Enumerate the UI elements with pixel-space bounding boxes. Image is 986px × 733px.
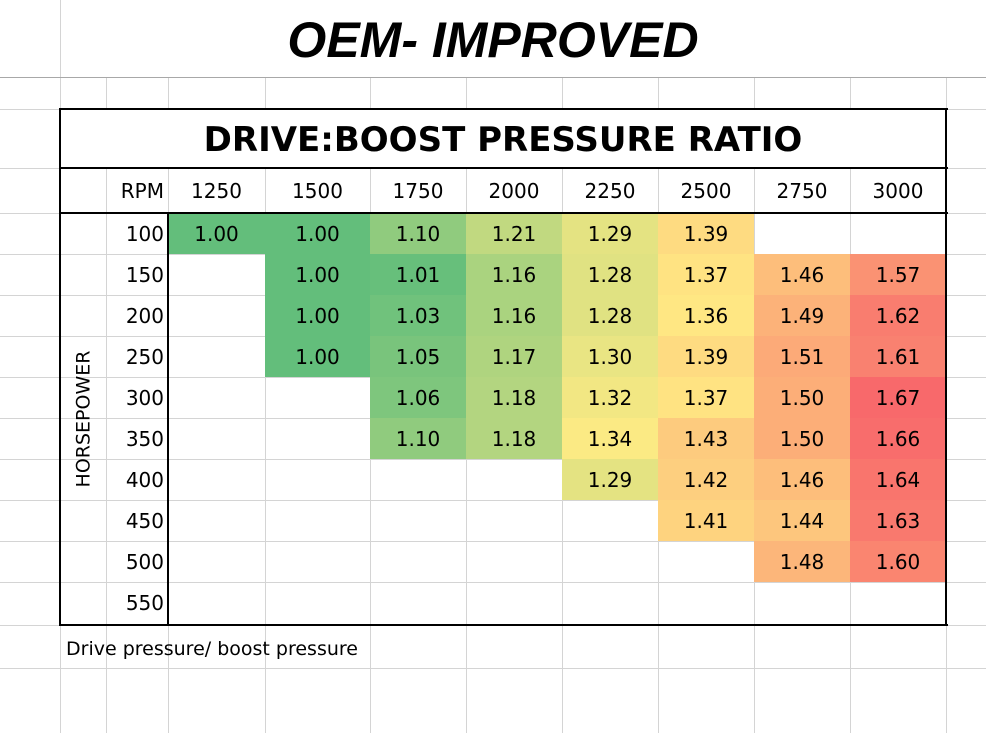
heatmap-cell: 1.00 [265, 213, 370, 254]
gridline-horizontal [0, 77, 986, 78]
y-axis-label: HORSEPOWER [60, 213, 106, 625]
table-border [59, 108, 61, 626]
heatmap-cell: 1.32 [562, 377, 658, 418]
heatmap-cell: 1.37 [658, 254, 754, 295]
heatmap-cell: 1.00 [265, 336, 370, 377]
heatmap-cell: 1.16 [466, 295, 562, 336]
heatmap-cell: 1.06 [370, 377, 466, 418]
column-header: 1500 [292, 179, 343, 203]
heatmap-cell: 1.44 [754, 500, 850, 541]
row-label: 300 [125, 386, 164, 410]
heatmap-cell: 1.39 [658, 336, 754, 377]
table-title: DRIVE:BOOST PRESSURE RATIO [60, 109, 946, 168]
heatmap-cell: 1.37 [658, 377, 754, 418]
y-axis-label-text: HORSEPOWER [72, 350, 95, 488]
gridline-horizontal [0, 582, 986, 583]
row-label: 100 [125, 222, 164, 246]
gridline-horizontal [0, 541, 986, 542]
heatmap-cell: 1.10 [370, 418, 466, 459]
row-label: 250 [125, 345, 164, 369]
row-label: 400 [125, 468, 164, 492]
heatmap-cell: 1.50 [754, 418, 850, 459]
heatmap-cell: 1.30 [562, 336, 658, 377]
heatmap-cell: 1.60 [850, 541, 946, 582]
footnote: Drive pressure/ boost pressure [66, 638, 358, 660]
gridline-vertical [265, 77, 266, 733]
heatmap-cell: 1.48 [754, 541, 850, 582]
heatmap-cell: 1.28 [562, 295, 658, 336]
table-border [167, 212, 169, 626]
row-label: 500 [125, 550, 164, 574]
heatmap-cell: 1.36 [658, 295, 754, 336]
heatmap-cell: 1.18 [466, 418, 562, 459]
heatmap-cell: 1.00 [265, 254, 370, 295]
row-label: 350 [125, 427, 164, 451]
heatmap-cell: 1.41 [658, 500, 754, 541]
row-label: 550 [125, 591, 164, 615]
heatmap-cell: 1.17 [466, 336, 562, 377]
heatmap-cell: 1.46 [754, 254, 850, 295]
table-border [60, 108, 948, 110]
column-header: 2750 [776, 179, 828, 203]
heatmap-cell: 1.34 [562, 418, 658, 459]
column-header: 2500 [680, 179, 732, 203]
page-title: OEM- IMPROVED [287, 12, 699, 68]
table-border [60, 212, 948, 214]
gridline-vertical [106, 77, 107, 733]
heatmap-cell: 1.57 [850, 254, 946, 295]
table-border [945, 108, 947, 626]
table-border [60, 167, 948, 169]
heatmap-cell: 1.39 [658, 213, 754, 254]
row-label: 200 [125, 304, 164, 328]
column-header: 2000 [488, 179, 540, 203]
column-header: 3000 [872, 179, 924, 203]
heatmap-cell: 1.05 [370, 336, 466, 377]
heatmap-cell: 1.49 [754, 295, 850, 336]
row-label: 150 [125, 263, 164, 287]
heatmap-cell: 1.18 [466, 377, 562, 418]
heatmap-cell: 1.21 [466, 213, 562, 254]
heatmap-cell: 1.10 [370, 213, 466, 254]
heatmap-cell: 1.50 [754, 377, 850, 418]
heatmap-cell: 1.64 [850, 459, 946, 500]
heatmap-cell: 1.01 [370, 254, 466, 295]
heatmap-cell: 1.16 [466, 254, 562, 295]
heatmap-cell: 1.62 [850, 295, 946, 336]
x-axis-label: RPM [120, 179, 164, 203]
heatmap-cell: 1.00 [168, 213, 265, 254]
heatmap-cell: 1.43 [658, 418, 754, 459]
heatmap-cell: 1.66 [850, 418, 946, 459]
heatmap-cell: 1.28 [562, 254, 658, 295]
heatmap-cell: 1.29 [562, 459, 658, 500]
heatmap-cell: 1.42 [658, 459, 754, 500]
table-border [60, 624, 948, 626]
column-header: 1750 [392, 179, 444, 203]
row-label: 450 [125, 509, 164, 533]
heatmap-cell: 1.46 [754, 459, 850, 500]
column-header: 1250 [191, 179, 242, 203]
heatmap-cell: 1.67 [850, 377, 946, 418]
column-header: 2250 [584, 179, 636, 203]
heatmap-cell: 1.00 [265, 295, 370, 336]
gridline-horizontal [0, 459, 986, 460]
gridline-horizontal [0, 668, 986, 669]
heatmap-cell: 1.61 [850, 336, 946, 377]
heatmap-cell: 1.63 [850, 500, 946, 541]
gridline-horizontal [0, 500, 986, 501]
heatmap-cell: 1.51 [754, 336, 850, 377]
heatmap-cell: 1.03 [370, 295, 466, 336]
heatmap-cell: 1.29 [562, 213, 658, 254]
